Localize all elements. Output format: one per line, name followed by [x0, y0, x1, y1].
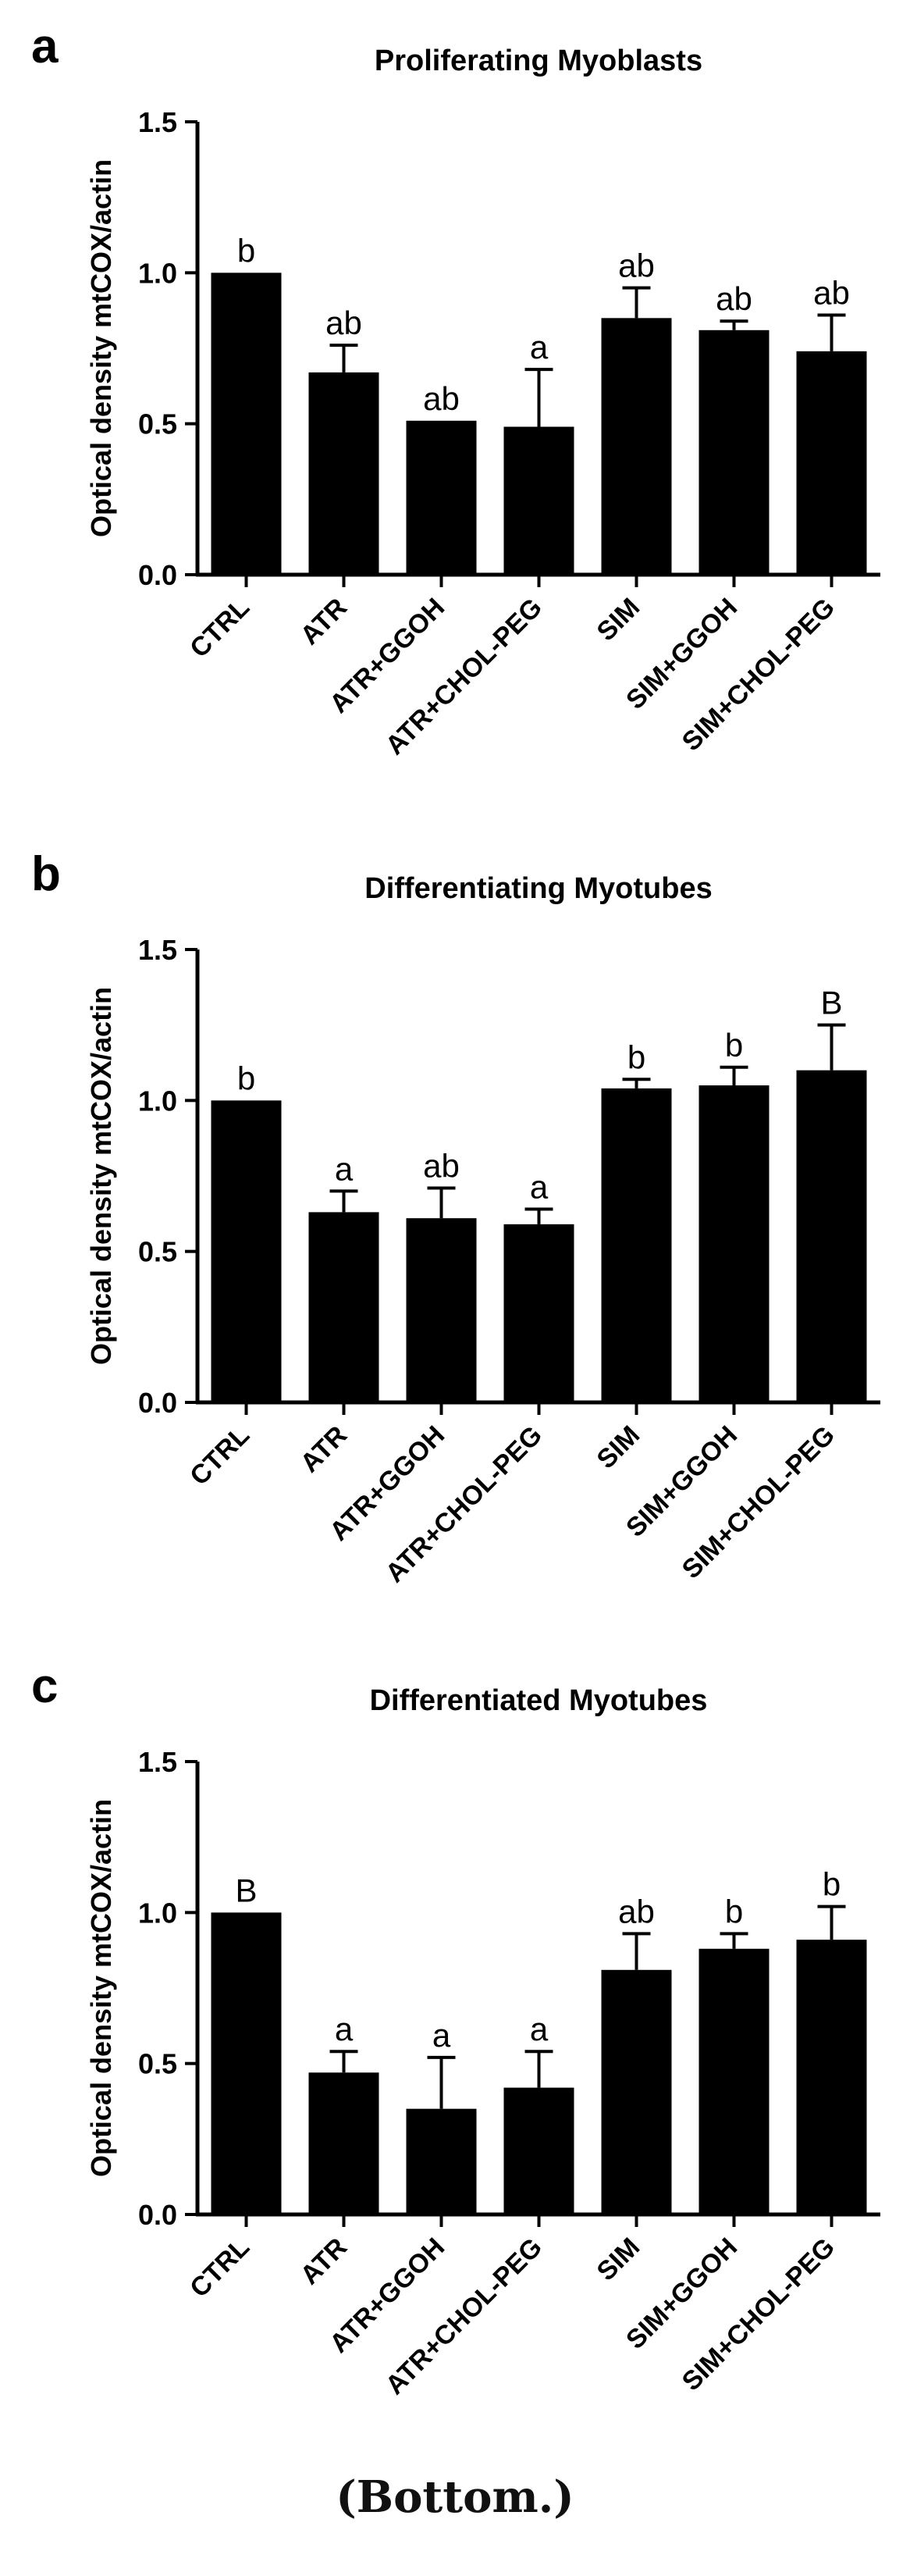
y-tick-label: 1.0 [138, 1897, 177, 1929]
significance-letter: B [235, 1872, 257, 1908]
bar [503, 2087, 574, 2214]
x-tick-label: SIM [592, 2232, 646, 2287]
bar [308, 1212, 379, 1402]
significance-letter: a [335, 2011, 354, 2047]
chart-panel-c: c Differentiated Myotubes Optical density … [31, 1659, 880, 2400]
significance-letter: b [823, 1866, 841, 1903]
y-tick-label: 1.0 [138, 257, 177, 289]
x-tick-label: ATR [295, 2232, 354, 2291]
y-tick-label: 0.5 [138, 1236, 177, 1268]
significance-letter: b [237, 232, 255, 269]
y-tick-label: 1.5 [138, 106, 177, 138]
significance-letter: ab [618, 248, 655, 284]
chart-panel-a: a Proliferating Myoblasts Optical density … [31, 20, 880, 761]
bar [601, 1088, 672, 1402]
bar [796, 351, 867, 575]
significance-letter: ab [813, 274, 850, 311]
bar [211, 273, 282, 575]
bar [503, 1224, 574, 1402]
x-tick-label: SIM [592, 1420, 646, 1475]
chart-title: Proliferating Myoblasts [375, 45, 702, 77]
x-tick-label: CTRL [184, 593, 255, 664]
y-tick-label: 1.5 [138, 1746, 177, 1778]
significance-letter: ab [716, 280, 752, 317]
y-tick-label: 1.0 [138, 1085, 177, 1117]
bar [406, 2108, 477, 2214]
bar [406, 420, 477, 575]
x-tick-label: CTRL [184, 2232, 255, 2303]
significance-letter: ab [618, 1893, 655, 1929]
significance-letter: b [725, 1027, 743, 1064]
y-tick-label: 0.0 [138, 2199, 177, 2231]
figure-caption: (Bottom.) [336, 2471, 574, 2523]
bar [698, 1948, 770, 2214]
bar [601, 318, 672, 575]
y-axis-label: Optical density mtCOX/actin [85, 1799, 117, 2177]
panel-label: a [31, 20, 59, 73]
significance-letter: b [237, 1060, 255, 1096]
y-tick-label: 0.0 [138, 559, 177, 591]
x-tick-label: ATR [295, 1420, 354, 1479]
significance-letter: ab [423, 380, 460, 417]
significance-letter: a [432, 2017, 451, 2054]
panel-label: c [31, 1659, 58, 1713]
y-tick-label: 0.5 [138, 408, 177, 440]
significance-letter: ab [423, 1147, 460, 1184]
bar [698, 330, 770, 575]
significance-letter: b [725, 1893, 743, 1929]
bar [503, 426, 574, 575]
panel-label: b [31, 847, 61, 901]
significance-letter: a [530, 2011, 549, 2047]
y-tick-label: 1.5 [138, 934, 177, 966]
bar [796, 1940, 867, 2214]
bar [308, 372, 379, 575]
significance-letter: ab [325, 305, 362, 341]
y-axis-label: Optical density mtCOX/actin [85, 159, 117, 537]
significance-letter: B [820, 985, 842, 1021]
bar [406, 1218, 477, 1402]
chart-panel-b: b Differentiating Myotubes Optical density… [31, 847, 880, 1588]
significance-letter: a [530, 329, 549, 365]
bar [796, 1070, 867, 1402]
x-tick-label: ATR [295, 593, 354, 651]
significance-letter: a [530, 1169, 549, 1206]
bar [211, 1912, 282, 2214]
bar [601, 1969, 672, 2214]
significance-letter: a [335, 1150, 354, 1187]
y-axis-label: Optical density mtCOX/actin [85, 987, 117, 1365]
bar [698, 1085, 770, 1402]
bar [308, 2072, 379, 2214]
x-tick-label: SIM [592, 593, 646, 647]
x-tick-label: CTRL [184, 1420, 255, 1491]
bar [211, 1100, 282, 1402]
chart-title: Differentiating Myotubes [364, 872, 712, 905]
significance-letter: b [627, 1039, 645, 1075]
y-tick-label: 0.5 [138, 2048, 177, 2080]
y-tick-label: 0.0 [138, 1387, 177, 1419]
chart-title: Differentiated Myotubes [370, 1684, 708, 1717]
